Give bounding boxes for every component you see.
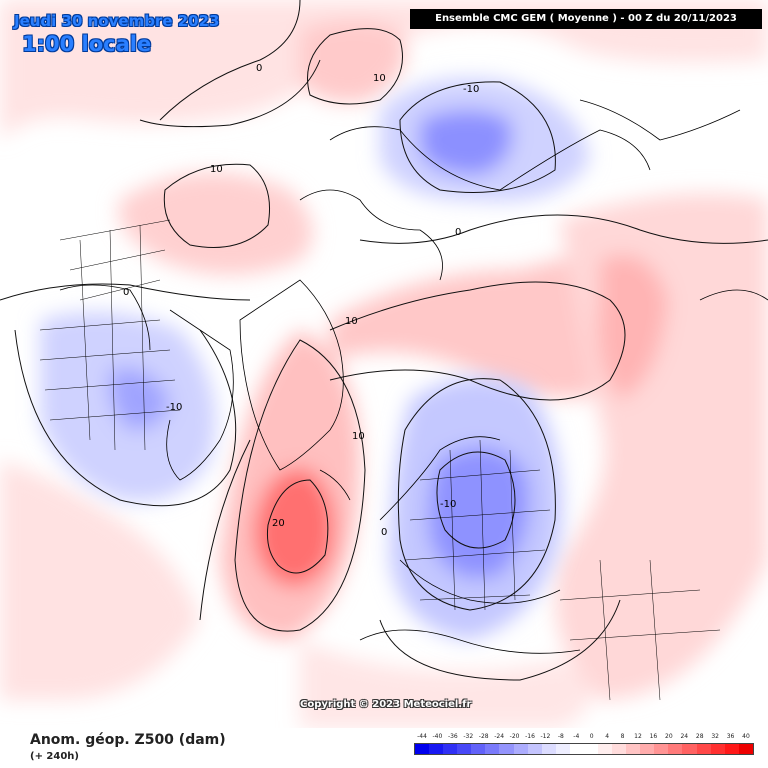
color-scale-label: 8 [620, 733, 625, 740]
color-scale-swatch [640, 744, 655, 754]
color-scale-label: -12 [540, 733, 551, 740]
color-scale-swatch [471, 744, 486, 754]
contour-label: 10 [345, 316, 358, 327]
color-scale-swatch [415, 744, 430, 754]
contour-label: 0 [455, 227, 461, 238]
contour-label: -10 [166, 402, 182, 413]
color-scale-label: -16 [525, 733, 535, 740]
contour-label: 0 [381, 527, 387, 538]
color-scale-label: -8 [557, 733, 564, 740]
color-scale-label: 28 [695, 733, 704, 740]
coastlines [59, 99, 768, 654]
color-scale-label: -28 [478, 733, 489, 740]
color-scale-labels: -44 -40 -36 -32 -28 -24 -20 -16 -12 -8 -4 0 4 8 12 16 20… [414, 733, 754, 743]
lead-time: (+ 240h) [30, 751, 79, 762]
contour-label: 0 [123, 287, 129, 298]
color-scale-swatch [696, 744, 711, 754]
copyright-text: Copyright © 2023 Meteociel.fr [300, 699, 472, 710]
local-time: 1:00 locale [22, 32, 152, 56]
color-scale-label: 40 [742, 733, 750, 740]
color-scale-swatch [626, 744, 641, 754]
color-scale-label: -36 [447, 733, 458, 740]
color-scale-label: -40 [432, 733, 443, 740]
color-scale-swatch [443, 744, 458, 754]
model-run-label: Ensemble CMC GEM ( Moyenne ) - 00 Z du 2… [410, 9, 762, 29]
color-scale-label: 12 [634, 733, 642, 740]
color-scale-swatch [710, 744, 725, 754]
color-scale-swatch [724, 744, 739, 754]
contour-label: 10 [373, 73, 386, 84]
contour-label: -10 [463, 84, 479, 95]
color-scale-swatch [485, 744, 500, 754]
forecast-date: Jeudi 30 novembre 2023 [14, 12, 220, 30]
contour-label: -10 [440, 499, 456, 510]
color-scale-label: 20 [665, 733, 673, 740]
color-scale-swatch [429, 744, 444, 754]
contour-label: 10 [352, 431, 365, 442]
borders [39, 219, 721, 701]
contour-label: 0 [256, 63, 262, 74]
anomaly-shading [0, 0, 768, 728]
color-scale-label: 36 [726, 733, 735, 740]
footer: Anom. géop. Z500 (dam) (+ 240h) -44 -40 -3… [0, 728, 768, 768]
contour-label-group: 0 10 10 0 10 0 -10 -10 10 20 0 -10 [123, 63, 479, 538]
color-scale-label: -44 [417, 733, 427, 740]
color-scale-swatch [541, 744, 556, 754]
color-scale-swatch [682, 744, 697, 754]
color-scale-label: -32 [463, 733, 474, 740]
color-scale-swatch [569, 744, 584, 754]
color-scale-swatch [654, 744, 669, 754]
color-scale-swatch [457, 744, 472, 754]
contour-lines [0, 0, 768, 681]
color-scale-label: 32 [711, 733, 719, 740]
color-scale-bar [414, 743, 754, 755]
negative-shading [40, 78, 590, 640]
color-scale-label: -24 [494, 733, 505, 740]
color-scale-label: -4 [573, 733, 580, 740]
color-scale-swatch [612, 744, 627, 754]
color-scale-label: 0 [589, 733, 594, 740]
contour-label: 10 [210, 164, 223, 175]
color-scale-swatch [513, 744, 528, 754]
contour-label: 20 [272, 518, 285, 529]
color-scale-label: 16 [649, 733, 658, 740]
color-scale-swatch [583, 744, 599, 754]
variable-title: Anom. géop. Z500 (dam) [30, 732, 226, 748]
color-scale-label: 4 [605, 733, 610, 740]
color-scale-swatch [555, 744, 570, 754]
color-scale-swatch [527, 744, 542, 754]
color-scale-swatch [499, 744, 514, 754]
color-scale-swatch [668, 744, 683, 754]
color-scale-label: -20 [509, 733, 520, 740]
color-scale-label: 24 [680, 733, 689, 740]
color-scale-swatch [598, 744, 613, 754]
color-scale-swatch [738, 744, 753, 754]
anomaly-map: 0 10 10 0 10 0 -10 -10 10 20 0 -10 [0, 0, 768, 728]
